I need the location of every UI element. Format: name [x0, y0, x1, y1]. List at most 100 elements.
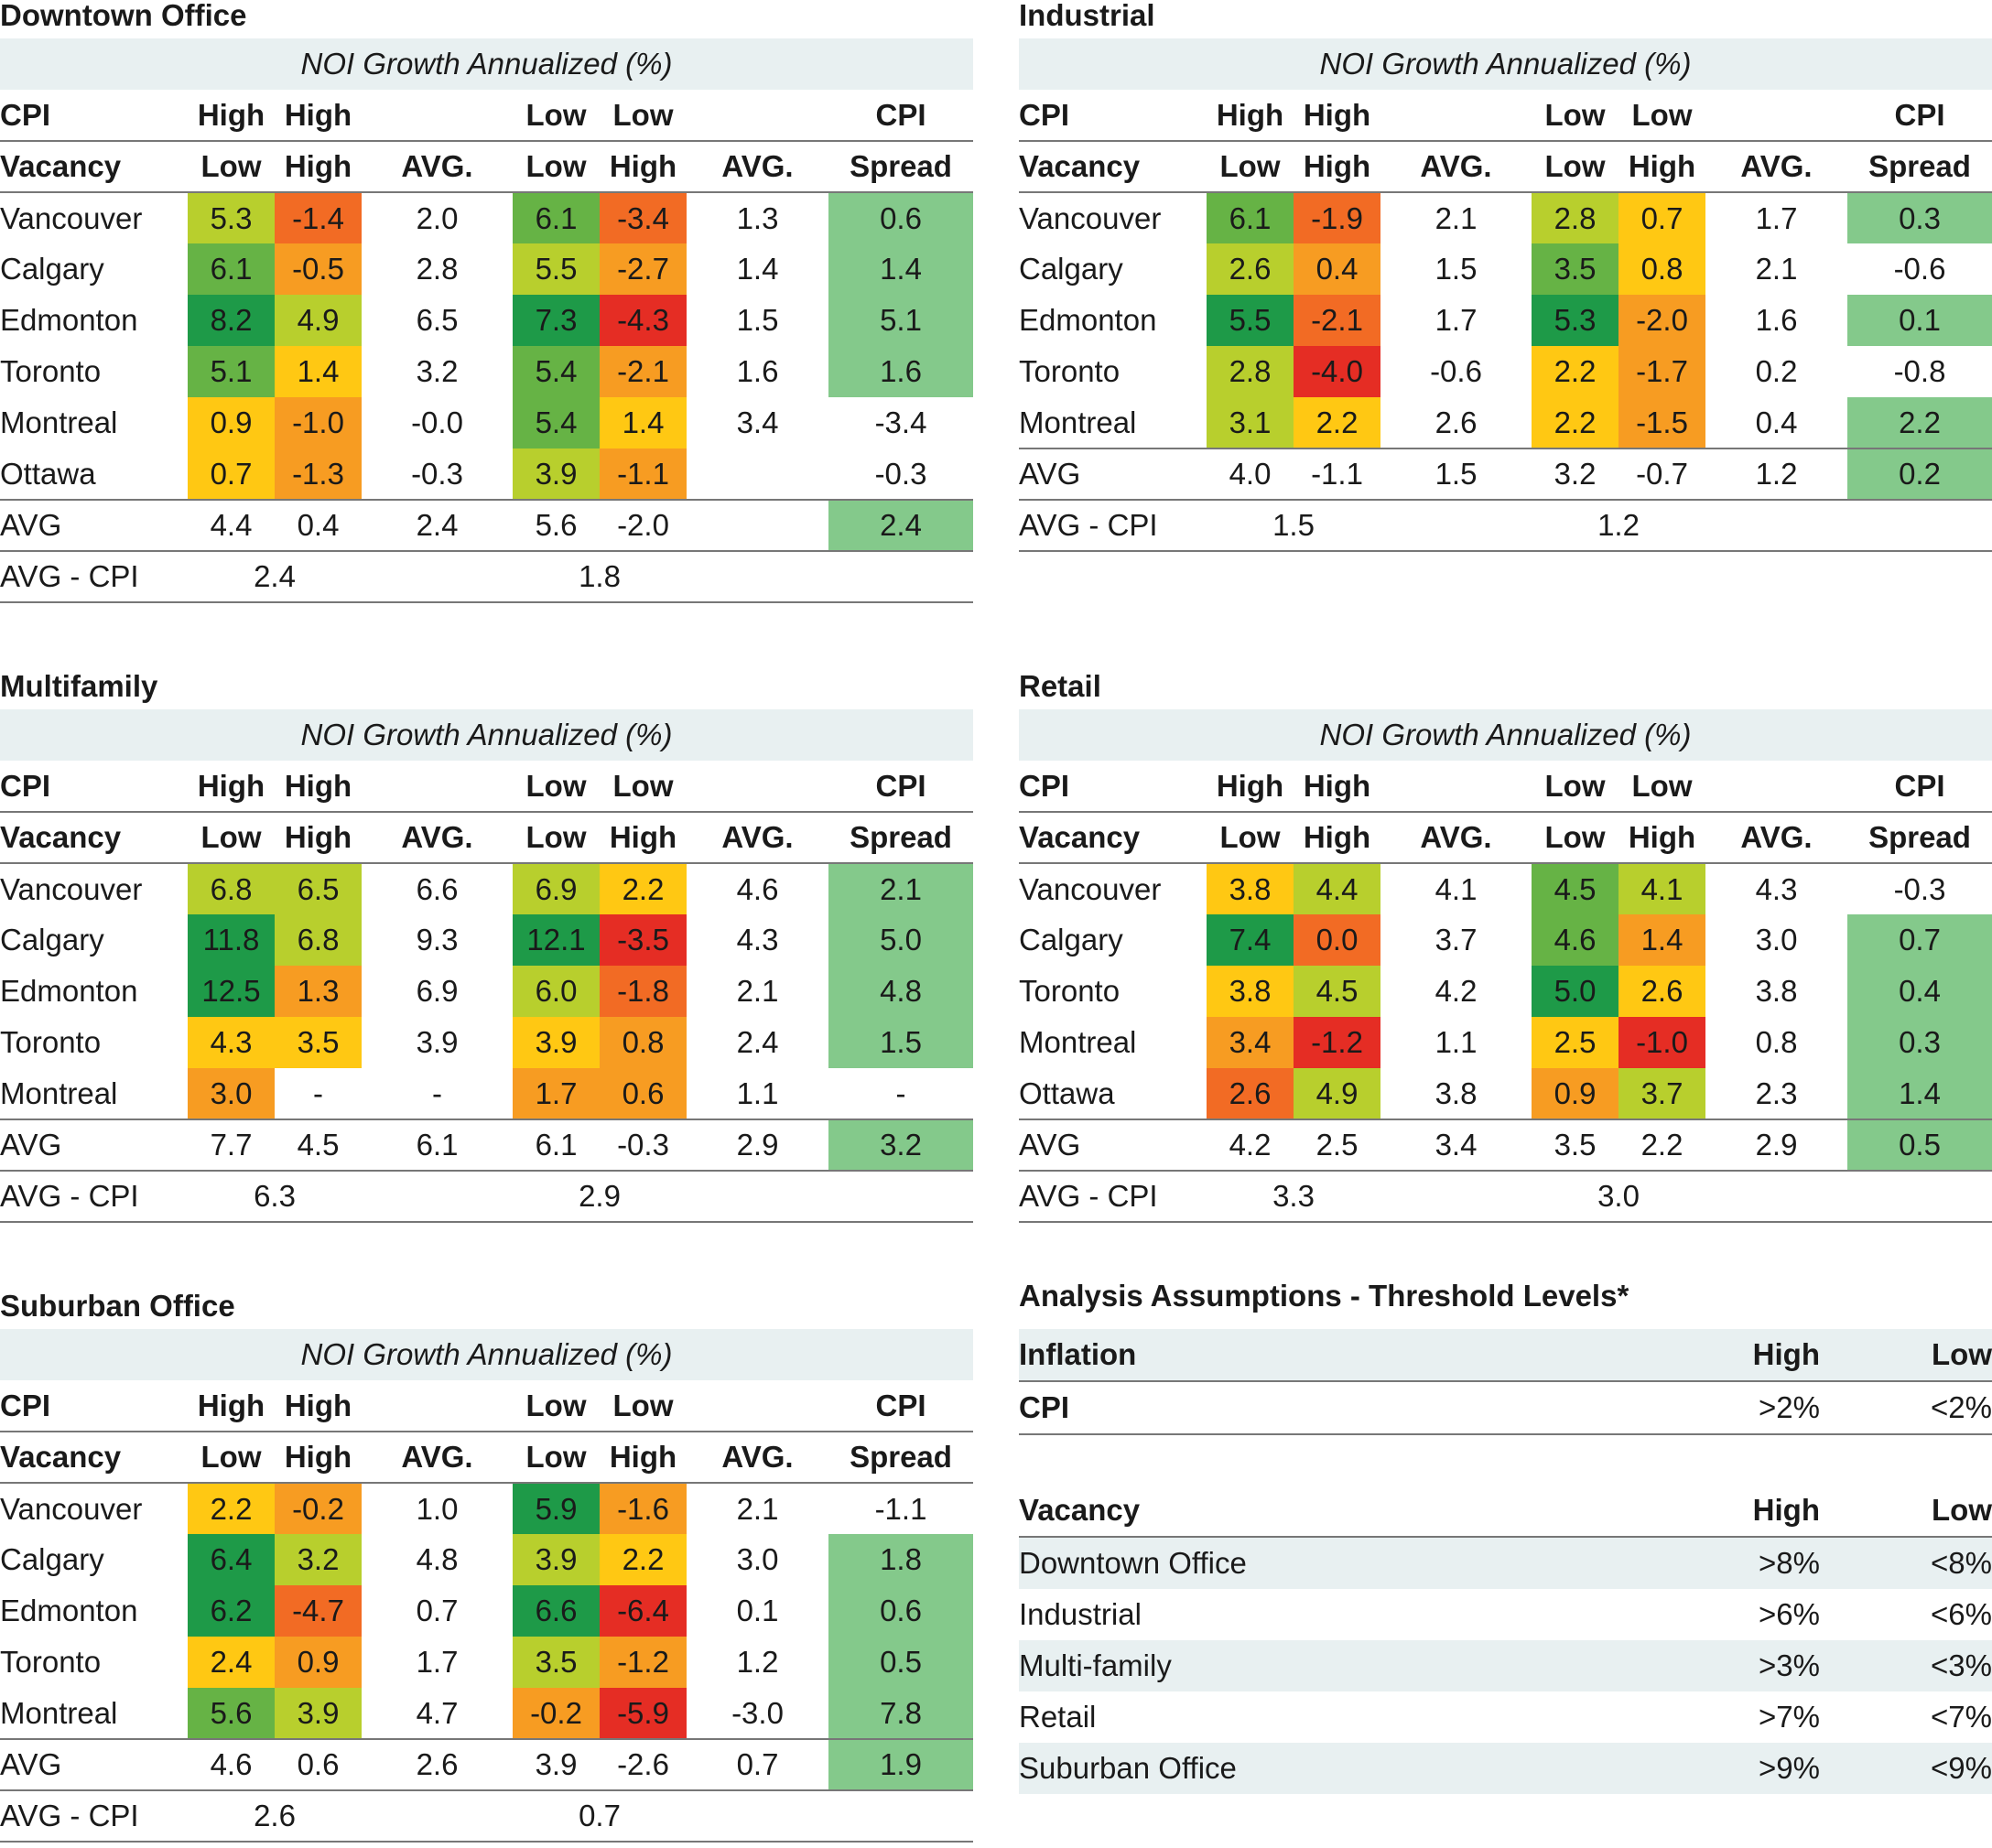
avg-cpi-label: AVG - CPI	[1019, 1170, 1207, 1223]
vacancy-low-header: Low	[188, 812, 275, 864]
heat-cell: 4.9	[1294, 1068, 1380, 1119]
avg-row-label: AVG	[1019, 1119, 1207, 1171]
cpi-high-header: High	[275, 761, 362, 813]
avg-value: 6.6	[416, 871, 459, 906]
avg-value: 3.4	[1380, 1119, 1532, 1171]
heat-cell: 2.2	[1532, 397, 1618, 448]
heat-cell: 0.0	[1294, 914, 1380, 966]
avg-value: 1.7	[1434, 303, 1478, 337]
panel-suburban-office: Suburban Office NOI Growth Annualized (%)…	[0, 1291, 973, 1843]
heat-cell: 1.4	[1618, 914, 1705, 966]
vacancy-low-header: Low	[513, 812, 600, 864]
heat-cell: 3.8	[1207, 863, 1294, 914]
spread-value: 0.7	[1847, 914, 1992, 966]
vacancy-low-header: Low	[188, 141, 275, 193]
inflation-low-header: Low	[1820, 1329, 1992, 1382]
city-name: Edmonton	[0, 974, 138, 1008]
heat-cell: -2.0	[1618, 295, 1705, 346]
city-name: Vancouver	[1019, 871, 1162, 906]
inflation-table: Inflation High Low CPI >2% <2%	[1019, 1329, 1992, 1435]
cpi-high-header: High	[188, 1380, 275, 1432]
heat-cell: -1.2	[1294, 1017, 1380, 1068]
avg-cpi-high: 2.6	[188, 1789, 362, 1843]
heat-cell: -2.7	[600, 243, 687, 295]
heat-cell: 6.8	[188, 863, 275, 914]
avg-value: 2.4	[736, 1025, 779, 1059]
avg-value: 0.6	[275, 1738, 362, 1790]
city-name: Toronto	[0, 1025, 102, 1059]
avg-cpi-low: 1.2	[1532, 499, 1705, 552]
panel-downtown-office: Downtown Office NOI Growth Annualized (%)…	[0, 0, 973, 603]
vacancy-label: Vacancy	[1019, 141, 1207, 193]
heat-cell: 0.8	[600, 1017, 687, 1068]
vacancy-row-high: >8%	[1641, 1537, 1820, 1589]
spread-value: 1.4	[1847, 1068, 1992, 1119]
avg-value: 3.8	[1434, 1075, 1478, 1110]
inflation-row-label: CPI	[1019, 1381, 1641, 1435]
blank-cell	[362, 1380, 513, 1432]
heat-cell: 2.6	[1618, 966, 1705, 1017]
heat-cell: -0.2	[275, 1483, 362, 1534]
city-name: Montreal	[0, 1695, 118, 1730]
avg-cpi-high: 1.5	[1207, 499, 1380, 552]
vacancy-row-label: Industrial	[1019, 1597, 1142, 1631]
cpi-low-header: Low	[600, 90, 687, 142]
panel-industrial: Industrial NOI Growth Annualized (%) CPI Hi…	[1019, 0, 1992, 552]
avg-value: 2.0	[416, 200, 459, 235]
city-name: Vancouver	[0, 871, 143, 906]
city-name: Edmonton	[0, 303, 138, 337]
heat-cell: 3.5	[1532, 243, 1618, 295]
city-name: Montreal	[0, 1075, 118, 1110]
heat-cell: 4.9	[275, 295, 362, 346]
city-row: Ottawa 0.7 -1.3 -0.3 3.9 -1.1 -0.3	[0, 448, 973, 500]
avg-value: 0.2	[1755, 354, 1798, 388]
heat-cell: 2.2	[600, 1534, 687, 1585]
spread-value: 2.1	[828, 863, 973, 914]
avg-value: 3.0	[736, 1542, 779, 1576]
city-name: Vancouver	[1019, 200, 1162, 235]
blank-cell	[1380, 1170, 1532, 1223]
city-row: Vancouver 6.8 6.5 6.6 6.9 2.2 4.6 2.1	[0, 863, 973, 914]
heat-cell: 3.4	[1207, 1017, 1294, 1068]
city-name: Montreal	[1019, 405, 1137, 439]
avg-value: 2.3	[1755, 1075, 1798, 1110]
heat-cell: 3.9	[513, 1534, 600, 1585]
avg-value: 4.6	[736, 871, 779, 906]
cpi-high-header: High	[188, 90, 275, 142]
blank-cell	[687, 550, 828, 603]
cpi-spread-header: CPI	[828, 90, 973, 142]
avg-value: -0.3	[600, 1119, 687, 1171]
city-row: Toronto 4.3 3.5 3.9 3.9 0.8 2.4 1.5	[0, 1017, 973, 1068]
cpi-spread-header: CPI	[828, 761, 973, 813]
vacancy-high-header: High	[275, 141, 362, 193]
avg-value: 0.4	[275, 499, 362, 551]
inflation-row-high: >2%	[1641, 1381, 1820, 1435]
heat-cell: 5.1	[188, 346, 275, 397]
heat-cell: 6.4	[188, 1534, 275, 1585]
spread-value: 1.5	[828, 1017, 973, 1068]
cpi-low-header: Low	[1618, 761, 1705, 813]
cpi-high-header: High	[275, 1380, 362, 1432]
heat-cell: 5.3	[1532, 295, 1618, 346]
heat-cell: -1.0	[1618, 1017, 1705, 1068]
avg-value: 0.7	[416, 1594, 459, 1627]
avg-value: 3.2	[416, 354, 459, 388]
avg-cpi-high: 6.3	[188, 1170, 362, 1223]
heat-cell: 2.4	[188, 1637, 275, 1688]
heat-cell: -	[313, 1075, 323, 1110]
heat-cell: 6.6	[513, 1585, 600, 1637]
heat-cell: 4.5	[1294, 966, 1380, 1017]
avg-row-label: AVG	[0, 499, 188, 551]
avg-value: 1.6	[1755, 303, 1798, 337]
vacancy-header-row: Vacancy Low High AVG. Low High AVG. Spread	[1019, 141, 1992, 193]
panel-multifamily: Multifamily NOI Growth Annualized (%) CPI H…	[0, 671, 973, 1223]
city-row: Toronto 2.4 0.9 1.7 3.5 -1.2 1.2 0.5	[0, 1637, 973, 1688]
avg-col-header: AVG.	[1705, 141, 1847, 193]
panel-title: Multifamily	[0, 669, 158, 703]
blank-cell	[1380, 499, 1532, 552]
cpi-low-header: Low	[513, 761, 600, 813]
vacancy-row-high: >6%	[1759, 1597, 1820, 1631]
city-name: Vancouver	[0, 1491, 143, 1526]
noi-growth-header: NOI Growth Annualized (%)	[0, 709, 973, 761]
heat-cell: 0.8	[1618, 243, 1705, 295]
